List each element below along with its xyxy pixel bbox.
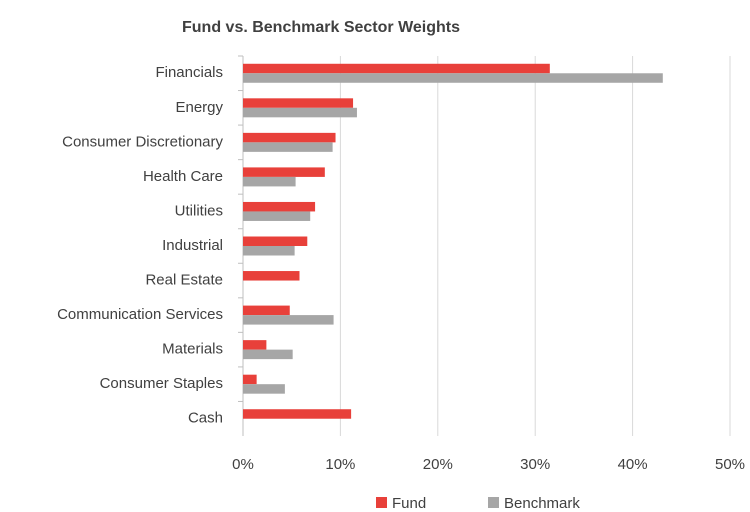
chart-title: Fund vs. Benchmark Sector Weights — [182, 19, 460, 36]
bar — [243, 201, 316, 212]
y-tick-label: Financials — [155, 64, 223, 81]
bar — [243, 98, 354, 108]
bar — [243, 315, 334, 325]
bar — [243, 211, 311, 221]
y-tick-label: Health Care — [143, 168, 223, 185]
x-tick-label: 50% — [715, 456, 745, 473]
legend-label: Fund — [392, 495, 426, 512]
x-tick-label: 0% — [232, 456, 254, 473]
legend-swatch — [376, 497, 387, 508]
bar — [243, 374, 257, 385]
bar — [243, 349, 293, 360]
bar — [243, 142, 333, 152]
x-tick-label: 30% — [520, 456, 550, 473]
legend-swatch — [488, 497, 499, 508]
y-tick-label: Consumer Discretionary — [62, 133, 223, 150]
y-tick-label: Utilities — [175, 202, 223, 219]
y-tick-label: Materials — [162, 341, 223, 358]
bar — [243, 271, 300, 281]
y-tick-label: Industrial — [162, 237, 223, 254]
bar — [243, 384, 285, 394]
y-tick-label: Cash — [188, 410, 223, 427]
bar — [243, 409, 352, 419]
bar — [243, 63, 550, 74]
y-tick-label: Communication Services — [57, 306, 223, 323]
bar — [243, 236, 308, 246]
bar — [243, 107, 357, 118]
y-tick-label: Consumer Staples — [100, 375, 223, 392]
legend-label: Benchmark — [504, 495, 580, 512]
bar — [243, 167, 325, 177]
bar — [243, 73, 663, 83]
y-tick-label: Energy — [175, 99, 223, 116]
x-tick-label: 20% — [423, 456, 453, 473]
bar — [243, 305, 290, 316]
y-tick-label: Real Estate — [145, 272, 223, 289]
bar — [243, 176, 296, 187]
x-tick-label: 40% — [618, 456, 648, 473]
bar — [243, 340, 267, 350]
x-tick-label: 10% — [325, 456, 355, 473]
bar — [243, 246, 295, 256]
bar — [243, 132, 336, 143]
